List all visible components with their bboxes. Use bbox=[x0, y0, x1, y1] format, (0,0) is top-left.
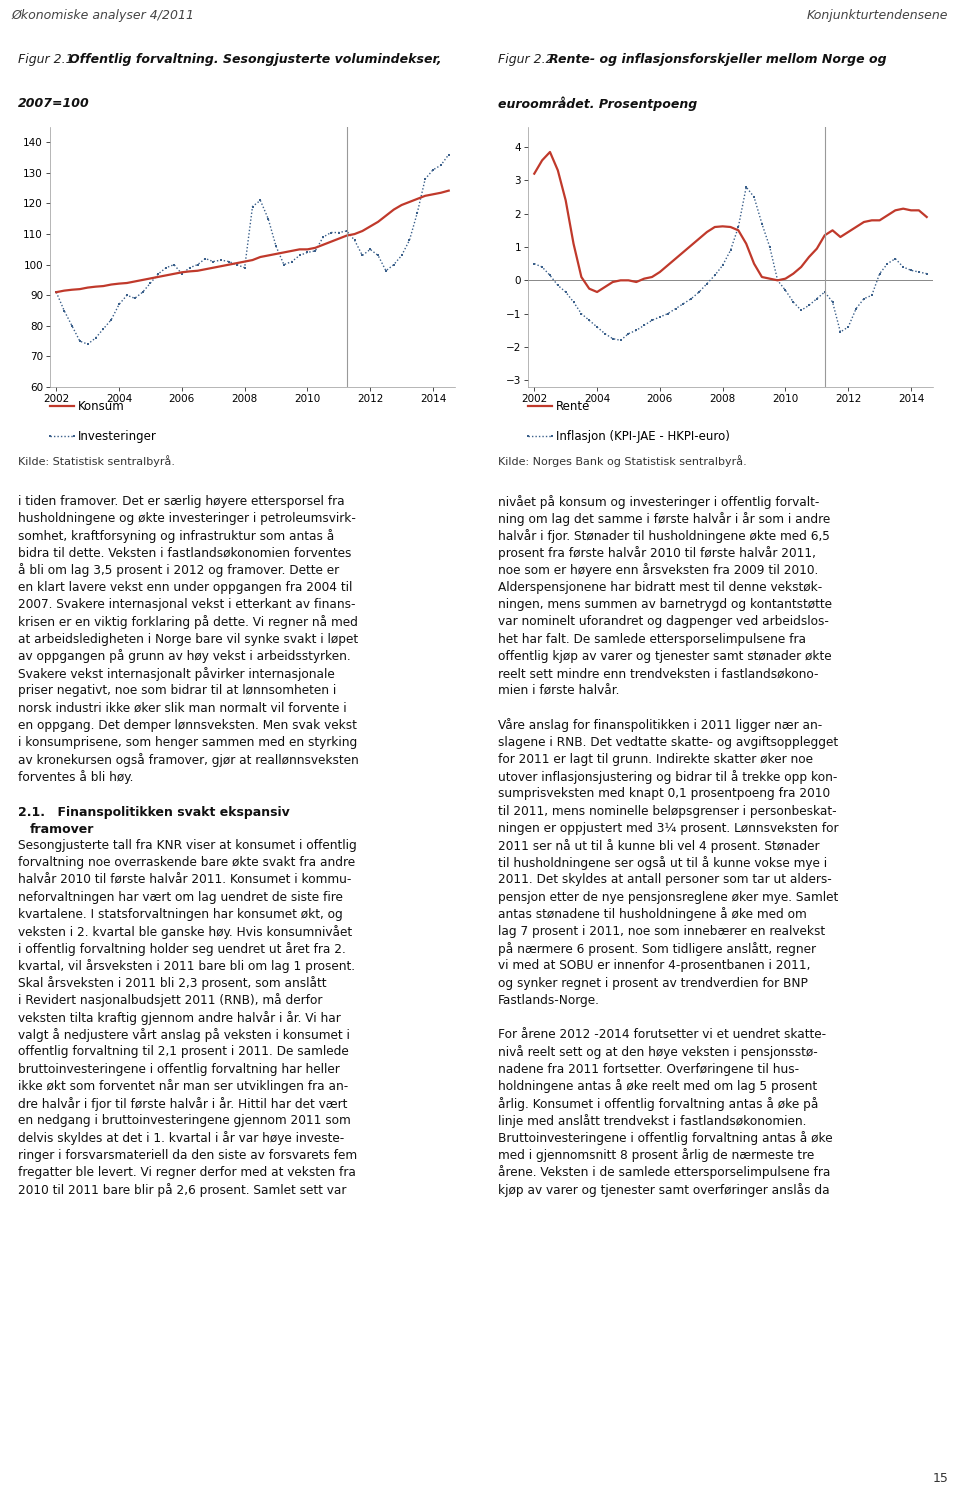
Text: i offentlig forvaltning holder seg uendret ut året fra 2.: i offentlig forvaltning holder seg uendr… bbox=[18, 942, 346, 956]
Text: framover: framover bbox=[30, 824, 94, 836]
Text: ningen er oppjustert med 3¼ prosent. Lønnsveksten for: ningen er oppjustert med 3¼ prosent. Løn… bbox=[498, 823, 838, 835]
Text: linje med anslått trendvekst i fastlandsøkonomien.: linje med anslått trendvekst i fastlands… bbox=[498, 1114, 806, 1127]
Text: lag 7 prosent i 2011, noe som innebærer en realvekst: lag 7 prosent i 2011, noe som innebærer … bbox=[498, 926, 826, 938]
Text: av kronekursen også framover, gjør at reallønnsveksten: av kronekursen også framover, gjør at re… bbox=[18, 752, 359, 766]
Text: valgt å nedjustere vårt anslag på veksten i konsumet i: valgt å nedjustere vårt anslag på vekste… bbox=[18, 1027, 349, 1042]
Text: slagene i RNB. Det vedtatte skatte- og avgiftsopplegget: slagene i RNB. Det vedtatte skatte- og a… bbox=[498, 736, 838, 749]
Text: noe som er høyere enn årsveksten fra 2009 til 2010.: noe som er høyere enn årsveksten fra 200… bbox=[498, 563, 818, 578]
Text: offentlig kjøp av varer og tjenester samt stønader økte: offentlig kjøp av varer og tjenester sam… bbox=[498, 649, 831, 663]
Text: Kilde: Statistisk sentralbyrå.: Kilde: Statistisk sentralbyrå. bbox=[18, 455, 175, 467]
Text: veksten tilta kraftig gjennom andre halvår i år. Vi har: veksten tilta kraftig gjennom andre halv… bbox=[18, 1011, 341, 1024]
Text: For årene 2012 -2014 forutsetter vi et uendret skatte-: For årene 2012 -2014 forutsetter vi et u… bbox=[498, 1029, 827, 1041]
Text: Rente: Rente bbox=[556, 400, 590, 412]
Text: 2011. Det skyldes at antall personer som tar ut alders-: 2011. Det skyldes at antall personer som… bbox=[498, 873, 831, 887]
Text: Bruttoinvesteringene i offentlig forvaltning antas å øke: Bruttoinvesteringene i offentlig forvalt… bbox=[498, 1132, 832, 1145]
Text: reelt sett mindre enn trendveksten i fastlandsøkono-: reelt sett mindre enn trendveksten i fas… bbox=[498, 667, 819, 681]
Text: en oppgang. Det demper lønnsveksten. Men svak vekst: en oppgang. Det demper lønnsveksten. Men… bbox=[18, 718, 357, 732]
Text: å bli om lag 3,5 prosent i 2012 og framover. Dette er: å bli om lag 3,5 prosent i 2012 og framo… bbox=[18, 563, 339, 578]
Text: kvartalene. I statsforvaltningen har konsumet økt, og: kvartalene. I statsforvaltningen har kon… bbox=[18, 908, 343, 921]
Text: 15: 15 bbox=[932, 1472, 948, 1486]
Text: for 2011 er lagt til grunn. Indirekte skatter øker noe: for 2011 er lagt til grunn. Indirekte sk… bbox=[498, 752, 813, 766]
Text: med i gjennomsnitt 8 prosent årlig de nærmeste tre: med i gjennomsnitt 8 prosent årlig de næ… bbox=[498, 1148, 814, 1162]
Text: i tiden framover. Det er særlig høyere ettersporsel fra: i tiden framover. Det er særlig høyere e… bbox=[18, 496, 345, 508]
Text: euroområdet. Prosentpoeng: euroområdet. Prosentpoeng bbox=[498, 97, 697, 110]
Text: offentlig forvaltning til 2,1 prosent i 2011. De samlede: offentlig forvaltning til 2,1 prosent i … bbox=[18, 1045, 348, 1059]
Text: holdningene antas å øke reelt med om lag 5 prosent: holdningene antas å øke reelt med om lag… bbox=[498, 1079, 817, 1093]
Text: sumprisveksten med knapt 0,1 prosentpoeng fra 2010: sumprisveksten med knapt 0,1 prosentpoen… bbox=[498, 787, 830, 800]
Text: på nærmere 6 prosent. Som tidligere anslått, regner: på nærmere 6 prosent. Som tidligere ansl… bbox=[498, 942, 816, 956]
Text: somhet, kraftforsyning og infrastruktur som antas å: somhet, kraftforsyning og infrastruktur … bbox=[18, 529, 334, 543]
Text: årene. Veksten i de samlede ettersporselimpulsene fra: årene. Veksten i de samlede ettersporsel… bbox=[498, 1166, 830, 1179]
Text: en klart lavere vekst enn under oppgangen fra 2004 til: en klart lavere vekst enn under oppgange… bbox=[18, 581, 352, 594]
Text: Konjunkturtendensene: Konjunkturtendensene bbox=[807, 9, 948, 21]
Text: delvis skyldes at det i 1. kvartal i år var høye investe-: delvis skyldes at det i 1. kvartal i år … bbox=[18, 1132, 345, 1145]
Text: Konsum: Konsum bbox=[78, 400, 125, 412]
Text: forvaltning noe overraskende bare økte svakt fra andre: forvaltning noe overraskende bare økte s… bbox=[18, 857, 355, 869]
Text: bidra til dette. Veksten i fastlandsøkonomien forventes: bidra til dette. Veksten i fastlandsøkon… bbox=[18, 546, 351, 560]
Text: årlig. Konsumet i offentlig forvaltning antas å øke på: årlig. Konsumet i offentlig forvaltning … bbox=[498, 1097, 818, 1111]
Text: i konsumprisene, som henger sammen med en styrking: i konsumprisene, som henger sammen med e… bbox=[18, 736, 357, 749]
Text: 2.1. Finanspolitikken svakt ekspansiv: 2.1. Finanspolitikken svakt ekspansiv bbox=[18, 806, 290, 820]
Text: forventes å bli høy.: forventes å bli høy. bbox=[18, 770, 133, 784]
Text: halvår 2010 til første halvår 2011. Konsumet i kommu-: halvår 2010 til første halvår 2011. Kons… bbox=[18, 873, 351, 887]
Text: nivå reelt sett og at den høye veksten i pensjonsstø-: nivå reelt sett og at den høye veksten i… bbox=[498, 1045, 818, 1059]
Text: 2010 til 2011 bare blir på 2,6 prosent. Samlet sett var: 2010 til 2011 bare blir på 2,6 prosent. … bbox=[18, 1182, 347, 1196]
Text: priser negativt, noe som bidrar til at lønnsomheten i: priser negativt, noe som bidrar til at l… bbox=[18, 684, 336, 697]
Text: fregatter ble levert. Vi regner derfor med at veksten fra: fregatter ble levert. Vi regner derfor m… bbox=[18, 1166, 356, 1179]
Text: 2007. Svakere internasjonal vekst i etterkant av finans-: 2007. Svakere internasjonal vekst i ette… bbox=[18, 599, 355, 611]
Text: bruttoinvesteringene i offentlig forvaltning har heller: bruttoinvesteringene i offentlig forvalt… bbox=[18, 1063, 340, 1075]
Text: 2011 ser nå ut til å kunne bli vel 4 prosent. Stønader: 2011 ser nå ut til å kunne bli vel 4 pro… bbox=[498, 839, 820, 853]
Text: ikke økt som forventet når man ser utviklingen fra an-: ikke økt som forventet når man ser utvik… bbox=[18, 1079, 348, 1093]
Text: 2007=100: 2007=100 bbox=[18, 97, 89, 109]
Text: Rente- og inflasjonsforskjeller mellom Norge og: Rente- og inflasjonsforskjeller mellom N… bbox=[549, 54, 887, 67]
Text: vi med at SOBU er innenfor 4-prosentbanen i 2011,: vi med at SOBU er innenfor 4-prosentbane… bbox=[498, 960, 810, 972]
Text: og synker regnet i prosent av trendverdien for BNP: og synker regnet i prosent av trendverdi… bbox=[498, 976, 808, 990]
Text: av oppgangen på grunn av høy vekst i arbeidsstyrken.: av oppgangen på grunn av høy vekst i arb… bbox=[18, 649, 350, 663]
Text: Alderspensjonene har bidratt mest til denne vekstøk-: Alderspensjonene har bidratt mest til de… bbox=[498, 581, 823, 594]
Text: pensjon etter de nye pensjonsreglene øker mye. Samlet: pensjon etter de nye pensjonsreglene øke… bbox=[498, 891, 838, 903]
Text: ringer i forsvarsmateriell da den siste av forsvarets fem: ringer i forsvarsmateriell da den siste … bbox=[18, 1148, 357, 1162]
Text: husholdningene og økte investeringer i petroleumsvirk-: husholdningene og økte investeringer i p… bbox=[18, 512, 356, 526]
Text: Investeringer: Investeringer bbox=[78, 430, 156, 443]
Text: i Revidert nasjonalbudsjett 2011 (RNB), må derfor: i Revidert nasjonalbudsjett 2011 (RNB), … bbox=[18, 993, 323, 1008]
Text: antas stønadene til husholdningene å øke med om: antas stønadene til husholdningene å øke… bbox=[498, 908, 806, 921]
Text: prosent fra første halvår 2010 til første halvår 2011,: prosent fra første halvår 2010 til først… bbox=[498, 546, 816, 560]
Text: veksten i 2. kvartal ble ganske høy. Hvis konsumnivået: veksten i 2. kvartal ble ganske høy. Hvi… bbox=[18, 924, 352, 939]
Text: Figur 2.1.: Figur 2.1. bbox=[18, 54, 82, 67]
Text: Inflasjon (KPI-JAE - HKPI-euro): Inflasjon (KPI-JAE - HKPI-euro) bbox=[556, 430, 730, 443]
Text: Fastlands-Norge.: Fastlands-Norge. bbox=[498, 994, 600, 1006]
Text: Økonomiske analyser 4/2011: Økonomiske analyser 4/2011 bbox=[12, 9, 195, 21]
Text: ningen, mens summen av barnetrygd og kontantstøtte: ningen, mens summen av barnetrygd og kon… bbox=[498, 599, 832, 611]
Text: kvartal, vil årsveksten i 2011 bare bli om lag 1 prosent.: kvartal, vil årsveksten i 2011 bare bli … bbox=[18, 959, 355, 973]
Text: norsk industri ikke øker slik man normalt vil forvente i: norsk industri ikke øker slik man normal… bbox=[18, 702, 347, 715]
Text: Offentlig forvaltning. Sesongjusterte volumindekser,: Offentlig forvaltning. Sesongjusterte vo… bbox=[68, 54, 441, 67]
Text: Sesongjusterte tall fra KNR viser at konsumet i offentlig: Sesongjusterte tall fra KNR viser at kon… bbox=[18, 839, 357, 853]
Text: nadene fra 2011 fortsetter. Overføringene til hus-: nadene fra 2011 fortsetter. Overføringen… bbox=[498, 1063, 799, 1075]
Text: til 2011, mens nominelle beløpsgrenser i personbeskat-: til 2011, mens nominelle beløpsgrenser i… bbox=[498, 805, 836, 818]
Text: mien i første halvår.: mien i første halvår. bbox=[498, 684, 619, 697]
Text: krisen er en viktig forklaring på dette. Vi regner nå med: krisen er en viktig forklaring på dette.… bbox=[18, 615, 358, 629]
Text: at arbeidsledigheten i Norge bare vil synke svakt i løpet: at arbeidsledigheten i Norge bare vil sy… bbox=[18, 633, 358, 645]
Text: Skal årsveksten i 2011 bli 2,3 prosent, som anslått: Skal årsveksten i 2011 bli 2,3 prosent, … bbox=[18, 976, 326, 990]
Text: ning om lag det samme i første halvår i år som i andre: ning om lag det samme i første halvår i … bbox=[498, 512, 830, 526]
Text: Figur 2.2.: Figur 2.2. bbox=[498, 54, 562, 67]
Text: var nominelt uforandret og dagpenger ved arbeidslos-: var nominelt uforandret og dagpenger ved… bbox=[498, 615, 828, 629]
Text: het har falt. De samlede ettersporselimpulsene fra: het har falt. De samlede ettersporselimp… bbox=[498, 633, 806, 645]
Text: halvår i fjor. Stønader til husholdningene økte med 6,5: halvår i fjor. Stønader til husholdninge… bbox=[498, 529, 829, 543]
Text: Kilde: Norges Bank og Statistisk sentralbyrå.: Kilde: Norges Bank og Statistisk sentral… bbox=[498, 455, 747, 467]
Text: nivået på konsum og investeringer i offentlig forvalt-: nivået på konsum og investeringer i offe… bbox=[498, 494, 820, 509]
Text: neforvaltningen har vært om lag uendret de siste fire: neforvaltningen har vært om lag uendret … bbox=[18, 891, 343, 903]
Text: dre halvår i fjor til første halvår i år. Hittil har det vært: dre halvår i fjor til første halvår i år… bbox=[18, 1097, 348, 1111]
Text: til husholdningene ser også ut til å kunne vokse mye i: til husholdningene ser også ut til å kun… bbox=[498, 855, 828, 870]
Text: kjøp av varer og tjenester samt overføringer anslås da: kjøp av varer og tjenester samt overføri… bbox=[498, 1182, 829, 1196]
Text: Svakere vekst internasjonalt påvirker internasjonale: Svakere vekst internasjonalt påvirker in… bbox=[18, 666, 335, 681]
Text: Våre anslag for finanspolitikken i 2011 ligger nær an-: Våre anslag for finanspolitikken i 2011 … bbox=[498, 718, 823, 732]
Text: en nedgang i bruttoinvesteringene gjennom 2011 som: en nedgang i bruttoinvesteringene gjenno… bbox=[18, 1114, 350, 1127]
Text: utover inflasjonsjustering og bidrar til å trekke opp kon-: utover inflasjonsjustering og bidrar til… bbox=[498, 770, 837, 784]
